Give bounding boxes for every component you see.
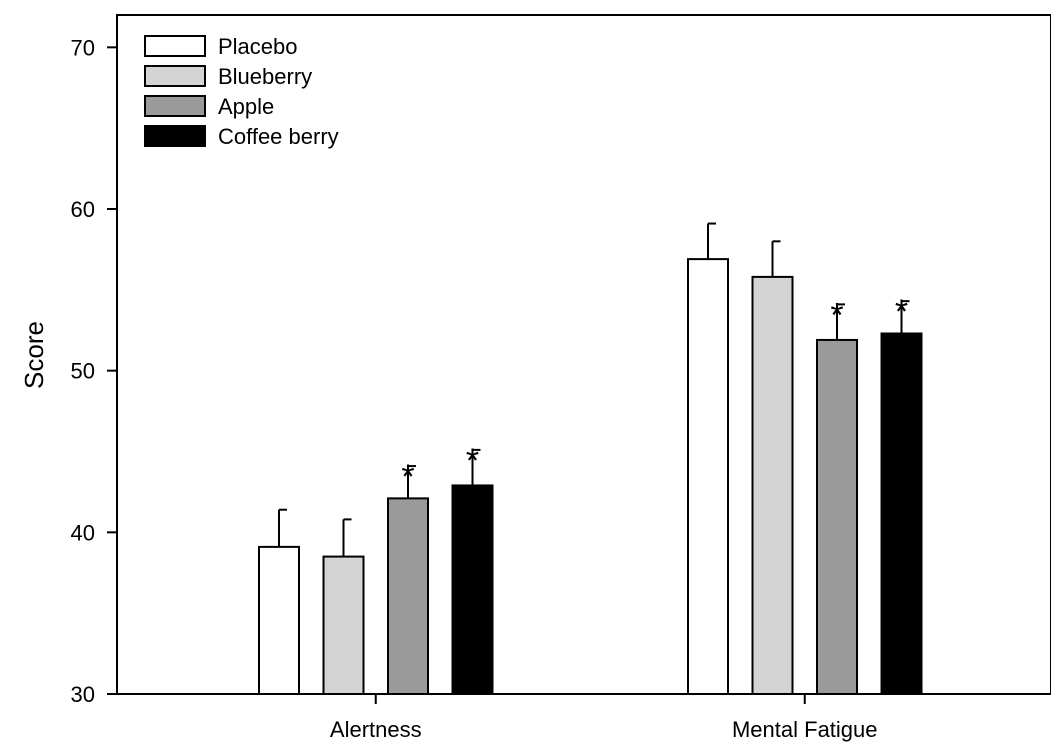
y-axis-title: Score <box>19 321 49 389</box>
bars-group: * * * * <box>258 222 923 696</box>
bar-placebo <box>687 258 729 695</box>
legend-swatch <box>144 35 206 57</box>
bar-coffee-berry <box>451 484 494 696</box>
y-tick-label: 70 <box>71 35 95 60</box>
y-axis: 30 40 50 60 70 <box>71 35 117 707</box>
significance-marker: * <box>830 296 843 334</box>
bar-blueberry <box>322 555 365 695</box>
legend-swatch <box>144 65 206 87</box>
bar-blueberry <box>751 275 794 695</box>
legend-swatch <box>144 125 206 147</box>
significance-marker: * <box>895 293 908 331</box>
legend-label: Apple <box>218 94 274 119</box>
legend-label: Coffee berry <box>218 124 339 149</box>
x-category-label: Alertness <box>330 717 422 742</box>
bar-placebo <box>258 545 300 696</box>
x-category-label: Mental Fatigue <box>732 717 878 742</box>
y-tick-label: 30 <box>71 682 95 707</box>
y-tick-label: 50 <box>71 359 95 384</box>
legend-swatch <box>144 95 206 117</box>
legend-label: Placebo <box>218 34 298 59</box>
y-tick-label: 60 <box>71 197 95 222</box>
significance-marker: * <box>401 458 414 496</box>
legend: Placebo Blueberry Apple Coffee berry <box>144 34 339 149</box>
legend-label: Blueberry <box>218 64 312 89</box>
significance-marker: * <box>466 442 479 480</box>
bar-apple <box>387 497 429 695</box>
y-tick-label: 40 <box>71 520 95 545</box>
plot-frame <box>116 14 1051 695</box>
x-axis: Alertness Mental Fatigue <box>330 694 878 742</box>
bar-coffee-berry <box>880 332 923 695</box>
bar-apple <box>816 338 858 695</box>
